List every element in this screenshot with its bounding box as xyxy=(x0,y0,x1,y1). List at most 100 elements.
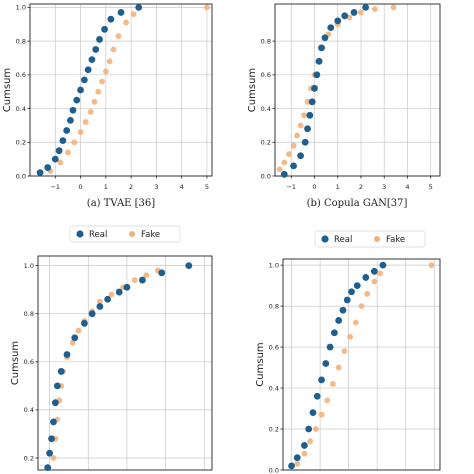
chart-2-point-real-9 xyxy=(315,57,323,65)
chart-1-point-real-5 xyxy=(63,127,71,134)
chart-1-point-real-12 xyxy=(88,56,96,64)
chart-3-point-real-11 xyxy=(96,303,104,310)
chart-4-point-fake-11 xyxy=(358,303,365,310)
chart-1-xtick-label-6: 5 xyxy=(205,183,209,191)
chart-4-point-fake-1 xyxy=(301,450,308,457)
chart-4-point-fake-12 xyxy=(364,290,371,297)
chart-2-point-fake-3 xyxy=(290,142,297,149)
chart-1-point-fake-2 xyxy=(65,149,71,156)
chart-3-ytick-label-2: 0.6 xyxy=(24,358,34,366)
chart-3-point-real-10 xyxy=(88,310,96,318)
chart-4-legend: Real Fake xyxy=(314,230,426,248)
chart-2-point-real-4 xyxy=(304,125,311,133)
chart-1-point-real-11 xyxy=(84,66,92,74)
chart-3-legend-box xyxy=(69,225,181,243)
chart-3-point-fake-11 xyxy=(96,298,103,305)
chart-2-point-fake-4 xyxy=(294,132,300,139)
chart-3-point-real-17 xyxy=(185,262,193,270)
chart-4-legend-box xyxy=(314,230,426,248)
chart-4-point-real-7 xyxy=(322,360,330,367)
chart-4-ylabel: Cumsum xyxy=(255,342,266,386)
chart-1: 0.0 0.2 0.4 0.6 0.8 1.0 −1 0 1 2 3 4 5 Cumsum (a) TVAE… xyxy=(2,3,213,209)
chart-1-xtick-label-3: 2 xyxy=(129,183,133,191)
chart-1-xtick-label-5: 4 xyxy=(180,183,184,191)
chart-2-point-real-8 xyxy=(313,71,321,79)
chart-2-point-fake-0 xyxy=(276,166,283,173)
chart-4-point-fake-5 xyxy=(324,397,331,404)
chart-1-point-fake-6 xyxy=(87,109,94,115)
chart-1-point-fake-7 xyxy=(91,98,98,105)
chart-1-point-fake-1 xyxy=(57,159,64,166)
chart-2-point-real-0 xyxy=(280,170,288,178)
chart-1-point-real-10 xyxy=(80,76,88,84)
chart-1-point-fake-9 xyxy=(99,78,105,85)
chart-2-point-real-11 xyxy=(321,34,329,42)
chart-1-ytick-label-2: 0.4 xyxy=(16,105,26,113)
chart-4-ytick-label-1: 0.2 xyxy=(269,425,279,433)
chart-1-point-real-6 xyxy=(67,116,74,124)
chart-4-ytick-label-0: 0.0 xyxy=(269,466,279,474)
chart-3-point-real-15 xyxy=(139,276,146,284)
chart-3-point-real-14 xyxy=(123,283,131,291)
chart-2-ytick-label-3: 0.6 xyxy=(261,71,271,79)
chart-3-point-real-9 xyxy=(81,319,88,327)
chart-3-legend-marker-real xyxy=(76,230,84,238)
chart-2-point-real-16 xyxy=(362,3,370,11)
chart-4-point-fake-3 xyxy=(312,426,319,432)
chart-1-point-real-18 xyxy=(135,3,143,11)
chart-4-point-real-9 xyxy=(330,329,338,337)
chart-2-ylabel: Cumsum xyxy=(247,68,258,112)
chart-1-ytick-label-1: 0.2 xyxy=(16,139,26,147)
chart-4-point-real-4 xyxy=(309,409,317,417)
chart-3-ytick-label-0: 0.2 xyxy=(24,454,34,462)
chart-4-point-real-14 xyxy=(353,282,361,290)
chart-1-point-fake-13 xyxy=(115,33,122,39)
chart-2-xtick-label-2: 1 xyxy=(336,183,340,191)
chart-3-point-real-0 xyxy=(44,464,52,471)
chart-2-point-real-3 xyxy=(301,138,309,146)
chart-3-legend-label-fake: Fake xyxy=(141,230,160,240)
chart-1-xtick-label-2: 1 xyxy=(104,183,108,191)
chart-1-point-real-16 xyxy=(107,15,115,23)
chart-3-point-real-4 xyxy=(52,399,59,407)
chart-2-point-real-5 xyxy=(306,111,314,119)
chart-2-ytick-label-4: 0.8 xyxy=(261,37,271,45)
chart-2-point-fake-2 xyxy=(286,151,292,157)
chart-4-point-real-11 xyxy=(339,306,347,314)
chart-3-point-real-8 xyxy=(71,334,79,342)
chart-1-xtick-label-4: 3 xyxy=(154,183,158,191)
chart-2-caption: (b) Copula GAN[37] xyxy=(307,198,408,209)
chart-2-ytick-label-0: 0.0 xyxy=(261,172,271,180)
chart-2-point-real-10 xyxy=(318,44,325,52)
chart-3-point-real-5 xyxy=(53,382,61,390)
chart-2-point-real-7 xyxy=(311,84,318,92)
chart-4-ytick-label-4: 0.8 xyxy=(269,302,279,310)
chart-4-point-real-8 xyxy=(326,343,334,351)
chart-2-xtick-label-6: 5 xyxy=(429,183,433,191)
chart-4-point-fake-4 xyxy=(318,411,325,418)
chart-2-point-fake-1 xyxy=(281,159,288,166)
chart-2-point-fake-17 xyxy=(390,4,397,11)
chart-3-frame xyxy=(37,255,213,471)
chart-3-ytick-label-3: 0.8 xyxy=(24,310,34,318)
chart-4-legend-label-fake: Fake xyxy=(386,235,405,245)
chart-2-frame xyxy=(274,3,441,177)
chart-1-point-fake-12 xyxy=(110,46,117,53)
chart-3-legend: Real Fake xyxy=(69,225,181,243)
chart-3-point-fake-14 xyxy=(131,277,138,283)
chart-1-caption: (a) TVAE [36] xyxy=(87,198,155,209)
chart-1-ylabel: Cumsum xyxy=(2,68,13,112)
chart-1-point-real-2 xyxy=(51,155,59,163)
chart-3-point-real-7 xyxy=(63,351,71,358)
chart-1-point-real-13 xyxy=(92,46,100,53)
chart-4-point-fake-14 xyxy=(377,270,383,277)
chart-1-point-real-0 xyxy=(36,169,44,177)
chart-2-point-real-2 xyxy=(297,152,304,160)
chart-4-point-real-1 xyxy=(293,454,301,462)
chart-4-legend-marker-real xyxy=(321,235,329,243)
chart-1-point-real-14 xyxy=(96,36,103,43)
chart-2-xtick-label-5: 4 xyxy=(405,183,409,191)
chart-2-ytick-label-1: 0.2 xyxy=(261,139,271,147)
chart-1-point-real-15 xyxy=(101,25,108,33)
